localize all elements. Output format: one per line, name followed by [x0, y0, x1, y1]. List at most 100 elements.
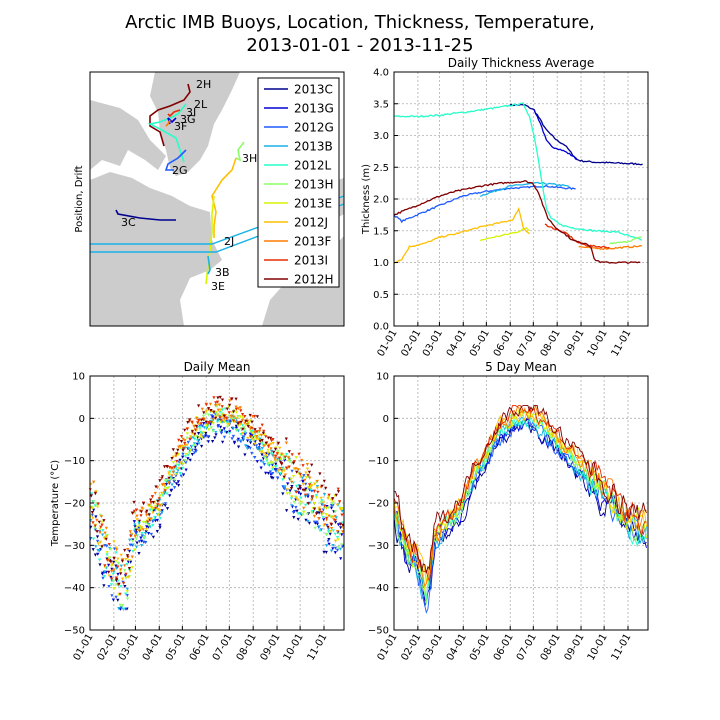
daily-point-2013F [158, 504, 162, 508]
daily-point-2012H [320, 484, 324, 488]
daily-point-2013I [154, 506, 158, 510]
daily-point-2012H [230, 397, 234, 401]
daily-point-2012H [244, 419, 248, 423]
daily-point-2013F [305, 463, 309, 467]
daily-point-2013H [134, 537, 138, 541]
daily-point-2012L [102, 574, 106, 578]
daily-xtick-label: 10-01 [282, 632, 306, 663]
daily-point-2012G [105, 544, 109, 548]
daily-point-2013C [95, 535, 100, 539]
daily-point-2013I [149, 501, 153, 505]
daily-point-2012H [216, 396, 220, 400]
daily-point-2013F [269, 447, 273, 451]
daily-point-2013C [93, 553, 97, 557]
daily-point-2013I [197, 419, 201, 423]
daily-point-2013I [207, 421, 211, 425]
daily-point-2012L [91, 537, 96, 541]
daily-point-2013F [278, 467, 282, 471]
daily-point-2012G [310, 489, 314, 493]
daily-point-2012L [153, 515, 157, 519]
daily-point-2013I [157, 497, 161, 501]
legend-label-2013I: 2013I [294, 254, 328, 268]
daily-point-2013E [263, 433, 267, 437]
daily-point-2012J [120, 577, 124, 581]
daily-point-2012J [216, 413, 220, 417]
thickness-title: Daily Thickness Average [448, 56, 595, 70]
daily-point-2012G [236, 439, 240, 443]
daily-point-2013G [206, 440, 210, 444]
daily-point-2013I [307, 483, 312, 487]
daily-point-2012H [112, 556, 116, 560]
daily-point-2013H [146, 523, 150, 527]
fiveday-line-2012G [393, 417, 647, 614]
daily-point-2012G [128, 543, 132, 547]
daily-point-2013C [165, 507, 170, 511]
daily-point-2012H [212, 410, 216, 414]
daily-point-2013F [140, 506, 144, 510]
thickness-line-2013F [578, 244, 642, 251]
daily-point-2012G [144, 541, 148, 545]
daily-point-2013F [110, 569, 114, 573]
daily-point-2013I [214, 401, 218, 405]
daily-point-2012J [119, 553, 123, 557]
daily-point-2012L [161, 494, 165, 498]
daily-point-2013B [260, 447, 264, 451]
daily-point-2012H [171, 448, 175, 452]
thickness-xtick-label: 03-01 [421, 328, 445, 359]
map-buoy-label: 2L [194, 98, 208, 111]
daily-point-2012L [199, 430, 203, 434]
daily-point-2013G [246, 439, 250, 443]
daily-point-2012G [231, 434, 235, 438]
daily-point-2013C [155, 530, 159, 534]
daily-point-2013B [163, 490, 167, 494]
daily-point-2012G [149, 532, 153, 536]
thickness-ytick-label: 1.5 [373, 226, 389, 237]
daily-point-2013H [195, 434, 199, 438]
daily-point-2012H [97, 520, 101, 524]
map-buoy-label: 2H [196, 78, 211, 91]
map-archipelago [90, 100, 166, 170]
daily-point-2013B [242, 436, 246, 440]
daily-point-2013G [298, 487, 302, 491]
daily-point-2013F [214, 404, 218, 408]
daily-point-2013I [312, 489, 316, 493]
daily-point-2012L [114, 551, 118, 555]
daily-point-2013I [124, 572, 128, 576]
daily-point-2013G [222, 427, 226, 431]
thickness-xtick-label: 10-01 [586, 328, 610, 359]
daily-point-2013I [220, 405, 224, 409]
daily-point-2013E [103, 566, 107, 570]
daily-point-2013I [156, 503, 160, 507]
daily-point-2012L [291, 481, 295, 485]
fiveday-xtick-label: 07-01 [515, 632, 539, 663]
daily-point-2012G [245, 445, 249, 449]
daily-point-2013C [292, 516, 296, 520]
daily-point-2013G [107, 563, 111, 567]
daily-point-2012H [167, 476, 171, 480]
thickness-line-2012J [393, 206, 530, 264]
daily-point-2013F [302, 506, 306, 510]
daily-point-2013E [125, 590, 129, 594]
daily-point-2012H [220, 398, 225, 402]
daily-point-2012J [140, 526, 144, 530]
daily-point-2013I [170, 466, 174, 470]
daily-point-2013H [266, 461, 270, 465]
daily-point-2013F [222, 417, 226, 421]
daily-point-2012L [105, 553, 109, 557]
daily-point-2012L [239, 433, 243, 437]
daily-point-2013F [257, 429, 262, 433]
daily-point-2013I [258, 427, 262, 431]
daily-point-2013E [185, 432, 189, 436]
daily-point-2012L [333, 532, 337, 536]
daily-point-2013E [95, 505, 100, 509]
daily-point-2013C [327, 538, 331, 542]
daily-point-2013B [103, 570, 107, 574]
daily-point-2013E [200, 436, 204, 440]
daily-point-2013G [145, 525, 149, 529]
daily-point-2012G [96, 539, 100, 543]
daily-point-2013G [155, 518, 159, 522]
daily-point-2012H [222, 414, 226, 418]
daily-point-2013I [150, 495, 154, 499]
daily-point-2012H [176, 448, 180, 452]
